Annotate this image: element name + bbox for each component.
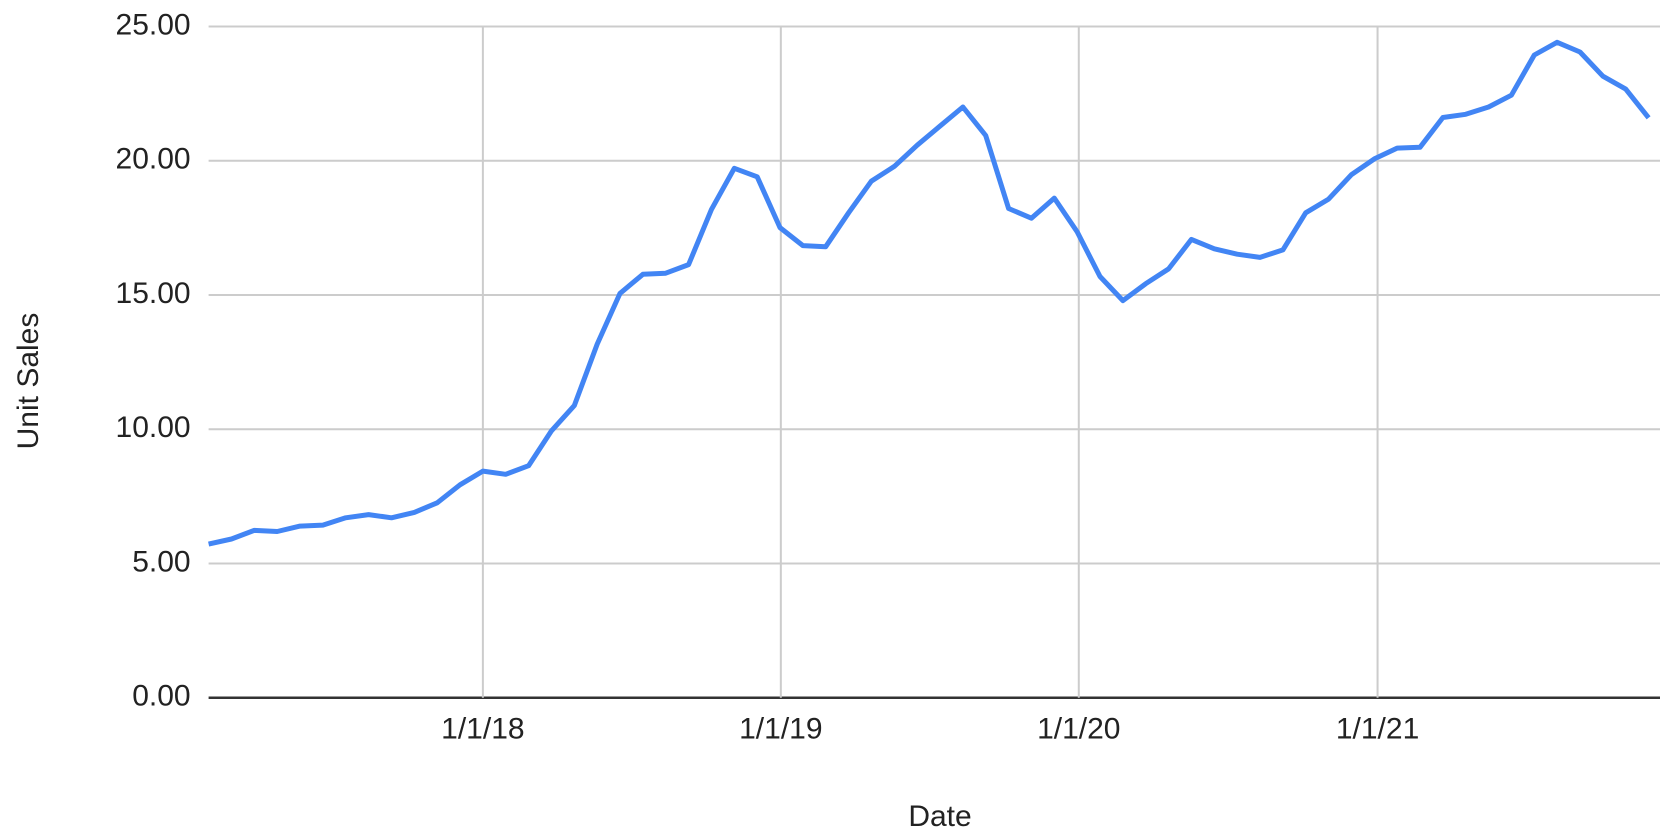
- x-tick-label: 1/1/18: [441, 713, 524, 746]
- x-tick-label: 1/1/21: [1336, 713, 1419, 746]
- x-axis-label: Date: [908, 800, 971, 833]
- y-tick-label: 20.00: [116, 143, 191, 176]
- y-tick-label: 10.00: [116, 411, 191, 444]
- data-line: [208, 39, 1651, 547]
- y-tick-label: 0.00: [132, 680, 190, 713]
- y-tick-label: 15.00: [116, 277, 191, 310]
- x-tick-label: 1/1/19: [739, 713, 822, 746]
- x-tick-label: 1/1/20: [1037, 713, 1120, 746]
- y-tick-label: 25.00: [116, 8, 191, 41]
- y-axis-label: Unit Sales: [12, 313, 45, 450]
- y-tick-label: 5.00: [132, 545, 190, 578]
